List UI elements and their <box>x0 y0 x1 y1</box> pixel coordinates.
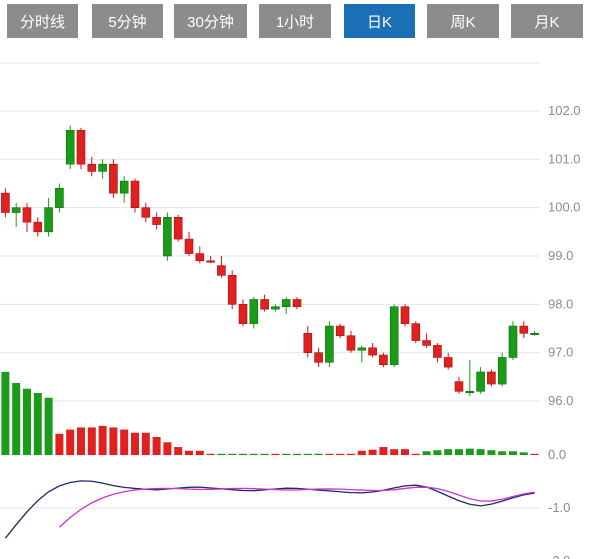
svg-text:-1.0: -1.0 <box>548 500 570 515</box>
svg-text:0.0: 0.0 <box>548 447 566 462</box>
svg-text:102.0: 102.0 <box>548 103 581 118</box>
svg-text:-2.0: -2.0 <box>548 553 570 559</box>
svg-text:99.0: 99.0 <box>548 248 573 263</box>
svg-text:101.0: 101.0 <box>548 151 581 166</box>
svg-text:100.0: 100.0 <box>548 200 581 215</box>
svg-text:98.0: 98.0 <box>548 296 573 311</box>
svg-text:96.0: 96.0 <box>548 393 573 408</box>
svg-text:97.0: 97.0 <box>548 345 573 360</box>
